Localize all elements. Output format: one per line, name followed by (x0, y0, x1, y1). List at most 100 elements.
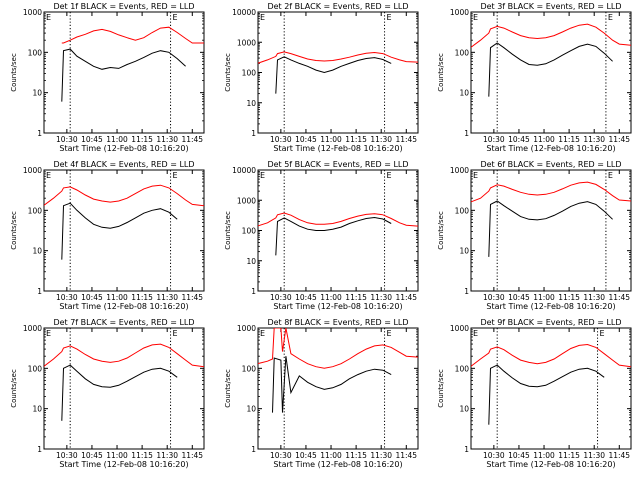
x-tick-label: 11:30 (156, 451, 178, 460)
x-tick-label: 11:15 (345, 451, 367, 460)
x-tick-label: 11:30 (370, 293, 392, 302)
corner-mark-left: E (260, 13, 265, 22)
panel-title: Det 6f BLACK = Events, RED = LLD (480, 160, 621, 169)
series-events-line (488, 42, 613, 97)
x-tick-label: 11:00 (320, 293, 342, 302)
plot-frame (257, 327, 419, 450)
series-lld-line (258, 51, 418, 64)
y-tick-label: 10 (459, 89, 469, 98)
y-axis-label: Counts/sec (224, 211, 232, 250)
y-tick-label: 10000 (232, 8, 256, 17)
x-tick-label: 10:30 (483, 135, 505, 144)
corner-mark-right: E (173, 171, 178, 180)
series-events-line (272, 356, 392, 413)
y-tick-label: 10 (459, 247, 469, 256)
plot-frame (470, 327, 632, 450)
x-tick-label: 11:30 (583, 451, 605, 460)
y-tick-label: 1 (464, 445, 469, 454)
y-tick-label: 1 (251, 129, 256, 138)
x-tick-label: 11:45 (181, 135, 203, 144)
y-tick-label: 1000 (23, 8, 42, 17)
plot-frame (257, 11, 419, 134)
series-events-line (61, 202, 178, 260)
y-axis-label: Counts/sec (437, 211, 445, 250)
series-events-line (61, 48, 186, 102)
y-tick-label: 1000 (450, 8, 469, 17)
x-tick-label: 11:30 (583, 293, 605, 302)
series-lld-line (44, 343, 204, 368)
x-tick-label: 11:00 (320, 135, 342, 144)
plot-frame (43, 11, 205, 134)
panel-title: Det 8f BLACK = Events, RED = LLD (267, 318, 408, 327)
y-tick-label: 1000 (450, 324, 469, 333)
series-events-line (275, 216, 392, 256)
x-tick-label: 11:00 (533, 135, 555, 144)
series-lld-line (258, 212, 418, 227)
plot-frame (43, 327, 205, 450)
x-tick-label: 11:45 (395, 293, 417, 302)
plot-frame (470, 169, 632, 292)
corner-mark-right: E (608, 171, 613, 180)
x-tick-label: 11:00 (106, 135, 128, 144)
y-tick-label: 10 (246, 405, 256, 414)
series-lld-line (44, 184, 204, 207)
x-tick-label: 11:30 (370, 451, 392, 460)
series-events-line (488, 364, 605, 425)
series-events-line (275, 56, 392, 94)
x-tick-label: 11:00 (320, 451, 342, 460)
x-tick-label: 11:45 (395, 451, 417, 460)
x-tick-label: 11:15 (131, 293, 153, 302)
y-tick-label: 1 (251, 287, 256, 296)
panel-title: Det 4f BLACK = Events, RED = LLD (53, 160, 194, 169)
x-tick-label: 10:30 (483, 293, 505, 302)
x-tick-label: 10:30 (56, 135, 78, 144)
series-events-line (488, 200, 613, 257)
y-tick-label: 10000 (232, 166, 256, 175)
y-tick-label: 100 (455, 48, 470, 57)
corner-mark-right: E (600, 329, 605, 338)
x-axis-label: Start Time (12-Feb-08 10:16:20) (59, 144, 188, 153)
x-tick-label: 10:45 (508, 293, 530, 302)
plot-frame (43, 169, 205, 292)
x-tick-label: 11:45 (608, 293, 630, 302)
x-tick-label: 11:15 (558, 451, 580, 460)
x-tick-label: 11:00 (533, 451, 555, 460)
series-lld-line (471, 181, 631, 203)
x-tick-label: 11:15 (131, 451, 153, 460)
x-tick-label: 10:45 (81, 451, 103, 460)
x-tick-label: 10:45 (508, 451, 530, 460)
corner-mark-left: E (46, 329, 51, 338)
y-tick-label: 10 (459, 405, 469, 414)
y-tick-label: 10 (246, 257, 256, 266)
y-tick-label: 100 (28, 364, 43, 373)
y-tick-label: 1000 (23, 324, 42, 333)
y-tick-label: 100 (28, 48, 43, 57)
panel-title: Det 5f BLACK = Events, RED = LLD (267, 160, 408, 169)
x-tick-label: 11:00 (106, 451, 128, 460)
series-lld-line (258, 328, 418, 369)
x-tick-label: 11:15 (558, 293, 580, 302)
y-axis-label: Counts/sec (224, 369, 232, 408)
series-lld-line (471, 23, 631, 48)
x-tick-label: 10:30 (270, 451, 292, 460)
corner-mark-right: E (387, 171, 392, 180)
x-tick-label: 11:30 (156, 135, 178, 144)
y-tick-label: 1 (37, 287, 42, 296)
x-axis-label: Start Time (12-Feb-08 10:16:20) (59, 302, 188, 311)
y-tick-label: 1 (251, 445, 256, 454)
y-tick-label: 10 (32, 405, 42, 414)
y-tick-label: 10 (32, 247, 42, 256)
panel-title: Det 3f BLACK = Events, RED = LLD (480, 2, 621, 11)
corner-mark-left: E (46, 13, 51, 22)
x-tick-label: 10:30 (270, 293, 292, 302)
corner-mark-right: E (173, 13, 178, 22)
corner-mark-left: E (260, 171, 265, 180)
panel-title: Det 1f BLACK = Events, RED = LLD (53, 2, 194, 11)
y-tick-label: 100 (242, 69, 257, 78)
x-axis-label: Start Time (12-Feb-08 10:16:20) (273, 302, 402, 311)
y-axis-label: Counts/sec (224, 53, 232, 92)
